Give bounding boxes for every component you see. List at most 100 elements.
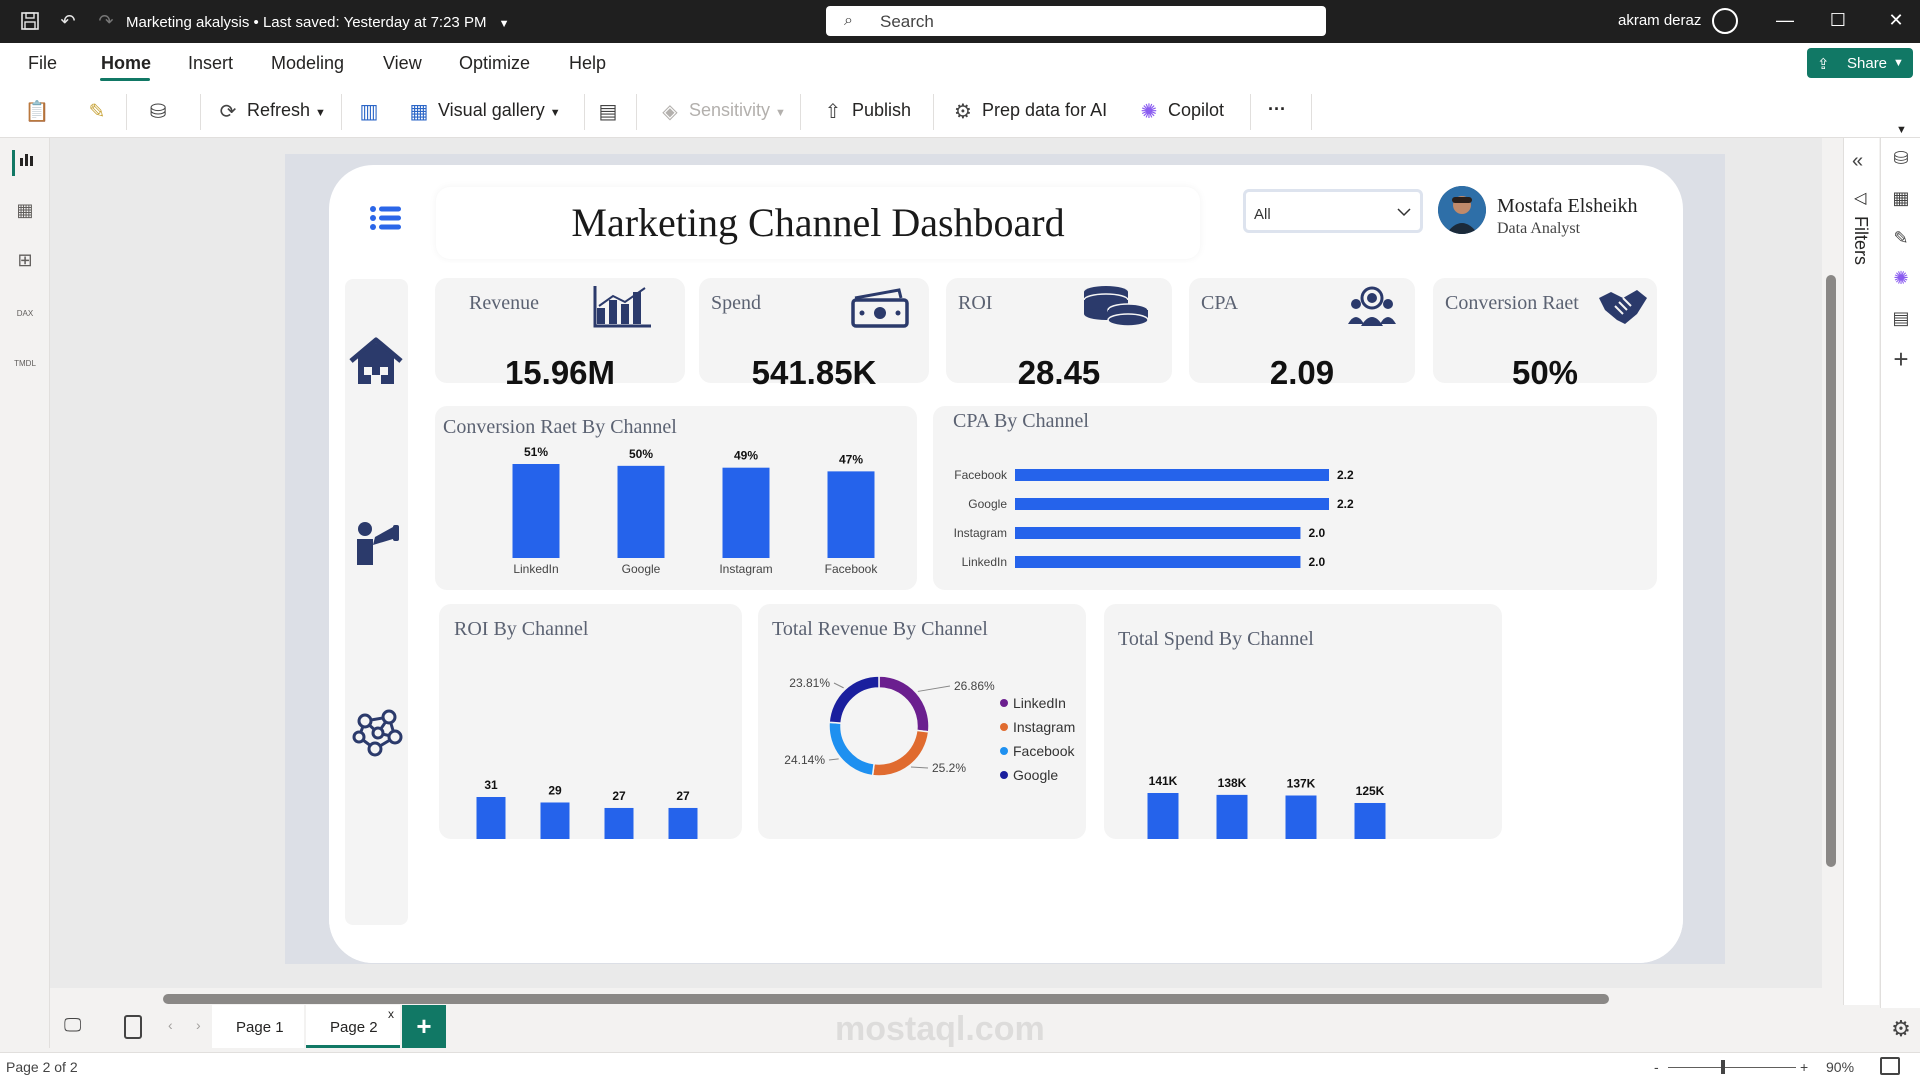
tab-help[interactable]: Help — [569, 53, 607, 73]
minimize-icon[interactable]: — — [1776, 10, 1794, 30]
menu-bar: File Home Insert Modeling View Optimize … — [0, 43, 1920, 84]
conversion-bar-chart[interactable]: 51% LinkedIn 50% Google 49% Instagram 47% Faceb… — [435, 406, 917, 590]
share-button[interactable]: ⇪ Share ▼ — [1807, 48, 1913, 78]
expand-chevron-icon[interactable]: « — [1852, 150, 1864, 172]
network-icon[interactable] — [351, 707, 405, 759]
home-icon[interactable] — [347, 337, 405, 387]
horizontal-scrollbar[interactable] — [163, 994, 1609, 1004]
channel-slicer[interactable]: All — [1243, 189, 1423, 233]
table-view-icon[interactable]: ▦ — [16, 200, 34, 220]
add-pane-icon[interactable]: + — [1893, 344, 1909, 374]
report-view-icon[interactable] — [12, 150, 38, 176]
window-title-text: Marketing akalysis • Last saved: Yesterd… — [126, 14, 487, 31]
prep-data-button[interactable]: ⚙ Prep data for AI — [950, 99, 1107, 125]
data-label: 2.0 — [1308, 526, 1325, 540]
next-page-icon[interactable]: › — [196, 1017, 201, 1033]
chart-bar — [1015, 556, 1301, 568]
tab-modeling[interactable]: Modeling — [271, 53, 345, 73]
zoom-out-button[interactable]: - — [1654, 1059, 1659, 1075]
maximize-icon[interactable]: ☐ — [1829, 10, 1847, 30]
bookmarks-icon[interactable]: ▤ — [1892, 308, 1910, 328]
tick-label: Facebook — [825, 562, 879, 576]
data-pane-icon[interactable]: ⛁ — [1893, 148, 1909, 168]
paste-button[interactable]: 📋 — [24, 99, 56, 125]
more-options-button[interactable]: ··· — [1268, 99, 1286, 119]
title-bar: ↶ ↷ Marketing akalysis • Last saved: Yes… — [0, 0, 1920, 43]
refresh-button[interactable]: ⟳ Refresh ▼ — [215, 99, 326, 125]
chevron-down-icon: ▼ — [775, 106, 786, 119]
tab-home[interactable]: Home — [101, 53, 152, 73]
profile-role: Data Analyst — [1497, 220, 1581, 237]
ribbon-collapse-chevron-icon[interactable]: ▼ — [1896, 124, 1907, 136]
kpi-value: 2.09 — [1269, 354, 1335, 391]
donut-slice — [871, 729, 930, 777]
vertical-scrollbar[interactable] — [1826, 275, 1836, 867]
tab-optimize[interactable]: Optimize — [459, 53, 531, 73]
roi-bar-chart[interactable]: 31Instagram29LinkedIn27Facebook27Google — [439, 604, 742, 839]
build-visual-icon[interactable]: ▦ — [1892, 188, 1910, 208]
menu-list-icon[interactable] — [363, 195, 409, 241]
dax-query-icon[interactable]: DAX — [12, 300, 38, 326]
kpi-card-roi: ROI 28.45 — [946, 278, 1172, 391]
data-label: 47% — [839, 452, 863, 466]
tick-label: Instagram — [954, 526, 1007, 540]
calculator-icon: ▤ — [598, 101, 618, 123]
refresh-label: Refresh — [247, 99, 311, 120]
format-visual-icon[interactable]: ✎ — [1893, 228, 1909, 248]
zoom-slider[interactable] — [1668, 1060, 1796, 1074]
chart-bar — [1015, 527, 1301, 539]
data-label: 25.2% — [932, 761, 966, 775]
zoom-level: 90% — [1826, 1059, 1855, 1075]
tab-file[interactable]: File — [28, 53, 58, 73]
search-icon: ⌕ — [844, 12, 853, 29]
watermark: mostaql.com — [835, 1010, 1045, 1048]
tmdl-view-icon[interactable]: TMDL — [12, 350, 38, 376]
fit-to-page-icon[interactable] — [1880, 1057, 1900, 1075]
new-visual-button[interactable]: ▥ — [356, 99, 388, 125]
chart-bar — [540, 802, 570, 839]
legend-marker — [1000, 747, 1008, 755]
close-icon[interactable]: ✕ — [1888, 10, 1904, 30]
chevron-down-icon[interactable]: ▼ — [498, 18, 510, 30]
get-data-button[interactable]: ⛁ — [145, 99, 177, 125]
tab-view[interactable]: View — [383, 53, 422, 73]
visual-gallery-button[interactable]: ▦ Visual gallery ▼ — [406, 99, 561, 125]
ribbon-separator — [636, 94, 637, 130]
save-icon[interactable] — [17, 8, 43, 34]
data-label: 138K — [1218, 776, 1247, 790]
zoom-in-button[interactable]: + — [1800, 1059, 1809, 1075]
add-page-button[interactable]: + — [402, 1005, 446, 1048]
data-label: 137K — [1287, 776, 1316, 790]
page-tab-1[interactable]: Page 1 — [212, 1005, 304, 1048]
calculation-button[interactable]: ▤ — [595, 99, 627, 125]
redo-icon[interactable]: ↷ — [98, 10, 114, 31]
revenue-donut-chart[interactable]: 26.86% 25.2% 24.14% 23.81% LinkedIn Instagram… — [758, 604, 1086, 839]
close-tab-icon[interactable]: x — [388, 1007, 394, 1021]
search-box[interactable]: ⌕ Search — [826, 6, 1326, 36]
publish-button[interactable]: ⇧ Publish — [820, 99, 911, 125]
kpi-label: Revenue — [469, 292, 539, 314]
active-tab-indicator — [100, 78, 150, 81]
cpa-bar-chart[interactable]: 2.2 Facebook 2.2 Google 2.0 Instagram 2.0 Linke… — [933, 406, 1657, 590]
chart-bar — [512, 464, 560, 558]
slicer-value: All — [1254, 206, 1271, 223]
model-view-icon[interactable]: ⊞ — [17, 250, 33, 270]
spend-bar-chart[interactable]: 141KLinkedIn138KFacebook137KGoogle125KIn… — [1104, 604, 1502, 839]
undo-icon[interactable]: ↶ — [60, 10, 76, 31]
chart-title: Conversion Raet By Channel — [443, 416, 677, 438]
copilot-button[interactable]: ✺ Copilot — [1136, 99, 1224, 125]
page-tab-2[interactable]: Page 2 x — [306, 1005, 400, 1048]
settings-gear-icon[interactable]: ⚙ — [1891, 1016, 1911, 1041]
marketing-megaphone-icon[interactable] — [353, 517, 403, 567]
filters-pane[interactable]: « ◁ Filters — [1843, 138, 1879, 1008]
copilot-pane-icon[interactable]: ✺ — [1893, 268, 1909, 288]
prev-page-icon[interactable]: ‹ — [168, 1017, 173, 1033]
user-name[interactable]: akram deraz — [1618, 12, 1702, 29]
desktop-view-icon[interactable]: 🖵 — [64, 1015, 82, 1035]
chart-card-revenue: Total Revenue By Channel 26.86% 25.2% 24.1… — [758, 604, 1086, 839]
user-avatar-icon[interactable] — [1712, 8, 1738, 34]
tab-insert[interactable]: Insert — [188, 53, 234, 73]
format-painter-button[interactable]: ✎ — [84, 99, 116, 125]
mobile-view-icon[interactable] — [124, 1015, 142, 1039]
zoom-slider-thumb[interactable] — [1721, 1060, 1725, 1074]
